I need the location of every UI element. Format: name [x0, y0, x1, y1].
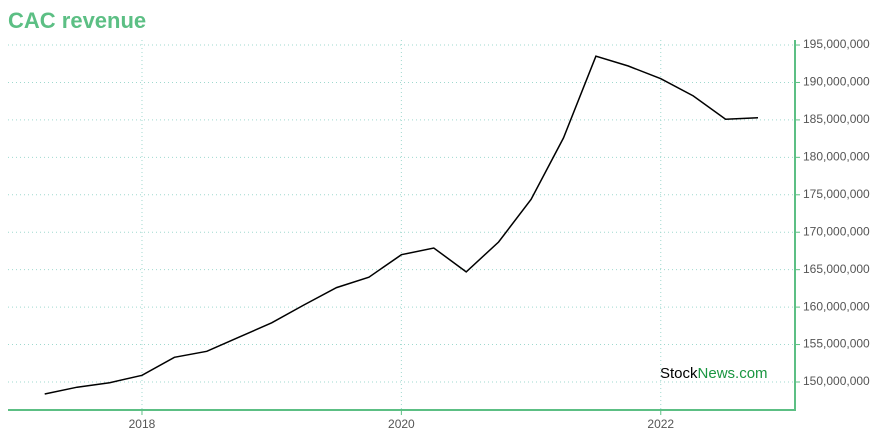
- y-tick-label: 190,000,000: [803, 75, 870, 89]
- y-tick-label: 175,000,000: [803, 187, 870, 201]
- watermark-stock: Stock: [660, 365, 698, 382]
- y-tick-label: 150,000,000: [803, 374, 870, 388]
- line-series: [44, 55, 759, 395]
- y-tick-label: 165,000,000: [803, 262, 870, 276]
- x-tick-label: 2022: [647, 417, 674, 431]
- x-tick-label: 2020: [388, 417, 415, 431]
- watermark: StockNews.com: [660, 365, 768, 382]
- chart-title: CAC revenue: [8, 8, 146, 33]
- y-tick-label: 185,000,000: [803, 112, 870, 126]
- y-tick-label: 170,000,000: [803, 224, 870, 238]
- y-tick-label: 180,000,000: [803, 150, 870, 164]
- y-tick-label: 155,000,000: [803, 337, 870, 351]
- watermark-news: News.com: [698, 365, 768, 382]
- y-tick-label: 195,000,000: [803, 37, 870, 51]
- x-tick-label: 2018: [129, 417, 156, 431]
- y-tick-label: 160,000,000: [803, 299, 870, 313]
